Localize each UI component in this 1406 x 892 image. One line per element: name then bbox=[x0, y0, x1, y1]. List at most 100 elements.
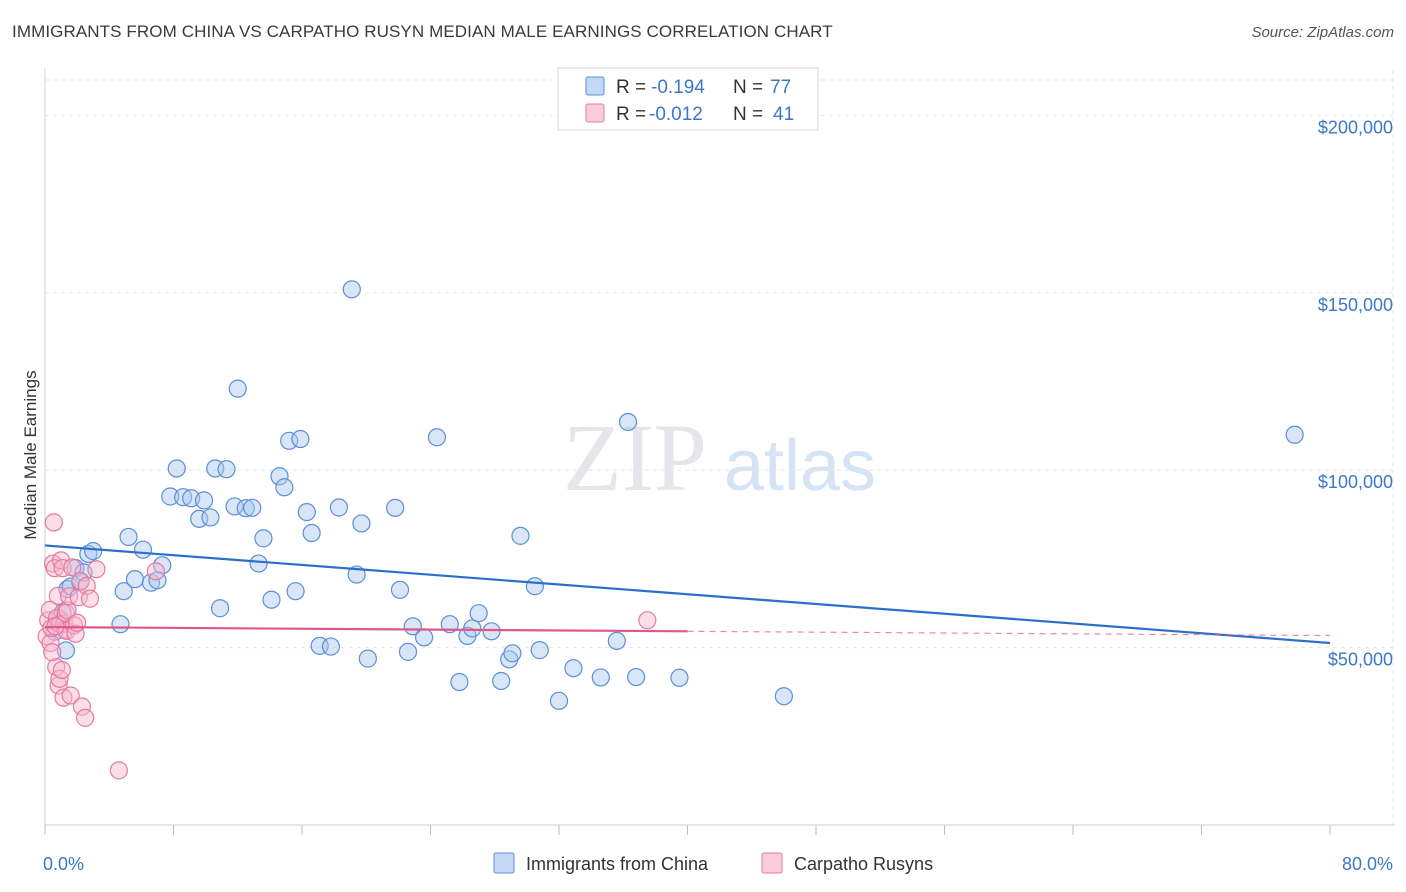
x-tick-labels: 0.0% 80.0% bbox=[43, 854, 1393, 874]
series-rusyn-points bbox=[37, 513, 657, 780]
point-rusyn-28 bbox=[68, 613, 87, 632]
point-china-47 bbox=[358, 649, 377, 668]
point-rusyn-15 bbox=[52, 660, 71, 680]
legend-r-label-china: R = bbox=[616, 77, 646, 98]
y-axis-title: Median Male Earnings bbox=[21, 370, 40, 539]
point-rusyn-35 bbox=[87, 560, 106, 579]
legend-n-label-china: N = bbox=[733, 77, 763, 98]
point-china-46 bbox=[352, 514, 371, 533]
trend-line-rusyn bbox=[44, 625, 688, 633]
point-china-34 bbox=[270, 467, 289, 486]
point-china-27 bbox=[225, 497, 244, 516]
legend-r-value-rusyn: -0.012 bbox=[649, 104, 703, 125]
point-china-38 bbox=[291, 429, 310, 449]
point-china-43 bbox=[329, 498, 349, 517]
legend-swatch-china bbox=[585, 76, 605, 96]
point-china-14 bbox=[133, 540, 153, 559]
point-china-66 bbox=[549, 691, 569, 710]
point-rusyn-23 bbox=[59, 587, 79, 606]
point-china-48 bbox=[386, 498, 405, 517]
point-rusyn-38 bbox=[638, 611, 657, 630]
point-china-70 bbox=[618, 412, 638, 432]
trend-lines bbox=[44, 544, 1331, 645]
point-china-22 bbox=[194, 491, 214, 510]
point-china-53 bbox=[427, 428, 447, 447]
gridlines bbox=[45, 70, 1395, 825]
point-china-25 bbox=[210, 599, 230, 618]
y-tick-label-2: $150,000 bbox=[1318, 295, 1393, 315]
point-china-62 bbox=[503, 644, 522, 663]
point-china-9 bbox=[84, 542, 103, 561]
legend-swatch-rusyn bbox=[585, 103, 605, 123]
x-tick-label-0: 0.0% bbox=[43, 854, 84, 874]
point-china-39 bbox=[297, 502, 316, 522]
point-rusyn-37 bbox=[146, 562, 165, 581]
point-china-68 bbox=[591, 668, 610, 687]
point-china-35 bbox=[275, 478, 294, 497]
point-rusyn-36 bbox=[109, 761, 128, 780]
series-china-points bbox=[45, 280, 1304, 710]
point-china-13 bbox=[125, 570, 145, 589]
point-china-55 bbox=[450, 672, 469, 692]
point-china-11 bbox=[114, 582, 133, 601]
point-china-60 bbox=[492, 671, 511, 691]
point-china-30 bbox=[243, 498, 262, 517]
point-china-49 bbox=[390, 580, 410, 599]
point-rusyn-24 bbox=[61, 686, 80, 705]
point-china-37 bbox=[286, 582, 305, 601]
point-china-64 bbox=[525, 577, 545, 596]
point-china-18 bbox=[167, 459, 186, 478]
point-rusyn-31 bbox=[72, 697, 92, 716]
point-rusyn-11 bbox=[49, 676, 68, 695]
y-tick-label-0: $50,000 bbox=[1328, 650, 1393, 670]
point-china-36 bbox=[280, 431, 299, 450]
point-china-54 bbox=[440, 615, 459, 634]
legend-n-value-rusyn: 41 bbox=[773, 104, 794, 125]
point-rusyn-17 bbox=[54, 688, 73, 707]
point-china-50 bbox=[398, 642, 418, 661]
legend-bottom: Immigrants from China Carpatho Rusyns bbox=[493, 852, 933, 874]
x-tick-label-1: 80.0% bbox=[1342, 854, 1393, 874]
point-china-63 bbox=[511, 526, 530, 545]
bottom-legend-label-rusyn: Carpatho Rusyns bbox=[794, 854, 933, 874]
legend-n-value-china: 77 bbox=[770, 77, 791, 98]
y-tick-label-3: $200,000 bbox=[1318, 117, 1393, 137]
legend-r-value-china: -0.194 bbox=[651, 77, 705, 98]
point-china-59 bbox=[482, 622, 501, 641]
point-rusyn-25 bbox=[63, 558, 82, 577]
point-china-72 bbox=[670, 668, 689, 687]
point-china-71 bbox=[626, 667, 646, 687]
point-rusyn-39 bbox=[43, 643, 62, 662]
legend-n-label-rusyn: N = bbox=[733, 104, 763, 125]
trend-line-dashed-rusyn bbox=[687, 630, 1331, 637]
point-china-33 bbox=[262, 590, 281, 609]
point-rusyn-6 bbox=[44, 513, 63, 532]
point-rusyn-16 bbox=[53, 559, 72, 578]
point-china-17 bbox=[161, 487, 180, 506]
y-tick-label-1: $100,000 bbox=[1318, 472, 1393, 492]
y-tick-labels: $50,000 $100,000 $150,000 $200,000 bbox=[1318, 117, 1393, 669]
point-china-75 bbox=[56, 641, 75, 660]
point-china-69 bbox=[607, 631, 626, 650]
watermark-atlas: atlas bbox=[724, 426, 876, 506]
legend-top: R = -0.194 N = 77 R = -0.012 N = 41 bbox=[557, 67, 819, 131]
point-china-74 bbox=[1285, 425, 1304, 444]
point-china-28 bbox=[228, 379, 247, 398]
point-china-65 bbox=[530, 641, 549, 660]
point-china-73 bbox=[774, 687, 793, 706]
point-rusyn-3 bbox=[41, 633, 60, 653]
point-china-12 bbox=[119, 527, 138, 547]
point-china-29 bbox=[236, 499, 255, 518]
point-china-67 bbox=[564, 659, 583, 678]
point-china-42 bbox=[321, 637, 341, 656]
point-china-31 bbox=[249, 554, 268, 573]
point-china-23 bbox=[201, 508, 220, 527]
chart-title: IMMIGRANTS FROM CHINA VS CARPATHO RUSYN … bbox=[12, 22, 833, 41]
point-china-32 bbox=[254, 529, 273, 548]
source-label: Source: ZipAtlas.com bbox=[1251, 24, 1394, 41]
point-china-44 bbox=[342, 280, 361, 299]
point-china-57 bbox=[463, 619, 482, 638]
axes bbox=[44, 68, 1395, 835]
point-rusyn-32 bbox=[76, 708, 95, 727]
